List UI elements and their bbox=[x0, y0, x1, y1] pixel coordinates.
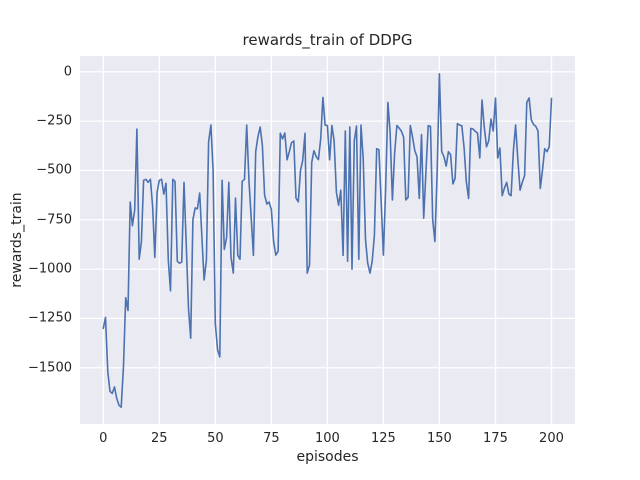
chart-title: rewards_train of DDPG bbox=[242, 31, 413, 49]
y-axis-label: rewards_train bbox=[9, 192, 25, 288]
y-tick-label: −250 bbox=[36, 113, 72, 129]
y-tick-label: −1500 bbox=[28, 360, 72, 376]
x-tick-label: 150 bbox=[427, 431, 452, 446]
x-axis-label: episodes bbox=[296, 449, 359, 465]
x-tick-label: 75 bbox=[263, 431, 280, 446]
x-tick-label: 175 bbox=[483, 431, 508, 446]
y-tick-label: −500 bbox=[36, 162, 72, 178]
chart-canvas bbox=[80, 56, 575, 424]
x-tick-label: 25 bbox=[151, 431, 168, 446]
y-tick-label: −1250 bbox=[28, 310, 72, 326]
x-tick-label: 100 bbox=[314, 431, 340, 446]
y-tick-label: 0 bbox=[63, 64, 72, 80]
y-tick-label: −750 bbox=[36, 212, 72, 228]
x-tick-label: 50 bbox=[207, 431, 224, 446]
x-tick-label: 125 bbox=[370, 431, 396, 446]
plot-area bbox=[80, 56, 575, 424]
y-tick-label: −1000 bbox=[28, 261, 72, 277]
x-tick-label: 0 bbox=[99, 431, 108, 446]
series-line bbox=[102, 72, 553, 409]
x-tick-label: 200 bbox=[539, 431, 564, 446]
